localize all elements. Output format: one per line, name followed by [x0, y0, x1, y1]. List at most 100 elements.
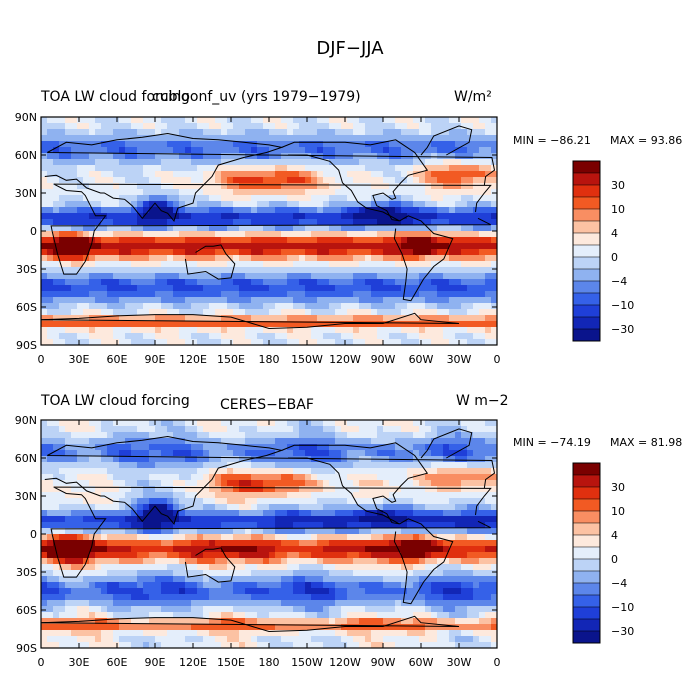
panel2-units: W m−2: [456, 393, 509, 409]
colorbar-swatch: [572, 558, 601, 572]
lon-tick-label: 120E: [179, 656, 207, 669]
colorbar-swatch: [572, 316, 601, 330]
coastlines: [40, 125, 496, 345]
panel2-max-label: MAX = 81.98: [610, 436, 683, 449]
lon-tick-label: 60E: [107, 353, 128, 366]
lon-tick-label: 60E: [107, 656, 128, 669]
colorbar-label: 10: [611, 203, 625, 216]
colorbar-swatch: [572, 244, 601, 258]
lon-tick-label: 120W: [329, 656, 361, 669]
lat-tick-label: 0: [30, 528, 37, 541]
colorbar-label: −4: [611, 275, 627, 288]
lat-tick-label: 90N: [15, 111, 37, 124]
lon-tick-label: 180: [259, 353, 280, 366]
lon-tick-label: 60W: [409, 353, 434, 366]
lon-tick-label: 0: [38, 656, 45, 669]
colorbar-label: −10: [611, 601, 634, 614]
lat-tick-label: 30S: [16, 263, 37, 276]
colorbar-label: −10: [611, 299, 634, 312]
colorbar-swatch: [572, 462, 601, 476]
colorbar-swatch: [572, 172, 601, 186]
lon-tick-label: 30E: [69, 656, 90, 669]
colorbar-label: −30: [611, 625, 634, 638]
colorbar-swatch: [572, 280, 601, 294]
coastlines: [40, 428, 496, 648]
colorbar-swatch: [572, 582, 601, 596]
panel1-left-title: TOA LW cloud forcing: [41, 89, 190, 105]
colorbar-swatch: [572, 630, 601, 644]
colorbar-swatch: [572, 474, 601, 488]
panel1-min-label: MIN = −86.21: [513, 134, 591, 147]
lon-tick-label: 30W: [447, 656, 472, 669]
panel2-case-title: CERES−EBAF: [220, 397, 314, 413]
colorbar-swatch: [572, 304, 601, 318]
colorbar-1: 30 10 4 0 −4 −10 −30: [572, 160, 634, 342]
lon-tick-label: 90W: [371, 656, 396, 669]
panel1-case-title: cubloonf_uv (yrs 1979−1979): [152, 89, 361, 105]
lat-tick-label: 60N: [15, 452, 37, 465]
colorbar-label: 10: [611, 505, 625, 518]
lon-tick-label: 150W: [291, 353, 323, 366]
panel2-min-label: MIN = −74.19: [513, 436, 591, 449]
colorbar-swatch: [572, 292, 601, 306]
main-title: DJF−JJA: [316, 38, 384, 59]
colorbar-swatch: [572, 534, 601, 548]
lon-tick-label: 60W: [409, 656, 434, 669]
lon-tick-label: 150E: [217, 656, 245, 669]
colorbar-swatch: [572, 546, 601, 560]
colorbar-label: 4: [611, 227, 618, 240]
colorbar-swatch: [572, 498, 601, 512]
colorbar-label: 0: [611, 251, 618, 264]
colorbar-swatch: [572, 570, 601, 584]
lat-tick-label: 0: [30, 225, 37, 238]
lat-tick-label: 60S: [16, 604, 37, 617]
colorbar-swatch: [572, 196, 601, 210]
colorbar-swatch: [572, 268, 601, 282]
lat-tick-label: 90N: [15, 414, 37, 427]
lon-tick-label: 180: [259, 656, 280, 669]
panel1-units: W/m²: [454, 89, 492, 105]
colorbar-label: 30: [611, 179, 625, 192]
lon-tick-label: 150W: [291, 656, 323, 669]
lon-tick-label: 30E: [69, 353, 90, 366]
lat-tick-label: 30S: [16, 566, 37, 579]
lon-tick-label: 90W: [371, 353, 396, 366]
colorbar-swatch: [572, 328, 601, 342]
lon-tick-label: 0: [494, 353, 501, 366]
lon-tick-label: 90E: [145, 656, 166, 669]
lon-tick-label: 90E: [145, 353, 166, 366]
colorbar-swatch: [572, 184, 601, 198]
colorbar-2: 30 10 4 0 −4 −10 −30: [572, 462, 634, 644]
lon-tick-label: 150E: [217, 353, 245, 366]
lon-tick-label: 0: [38, 353, 45, 366]
lat-tick-label: 90S: [16, 339, 37, 352]
colorbar-swatch: [572, 232, 601, 246]
colorbar-swatch: [572, 606, 601, 620]
colorbar-label: 0: [611, 553, 618, 566]
colorbar-swatch: [572, 522, 601, 536]
lon-tick-label: 120W: [329, 353, 361, 366]
colorbar-swatch: [572, 486, 601, 500]
lon-tick-label: 120E: [179, 353, 207, 366]
panel2-left-title: TOA LW cloud forcing: [41, 393, 190, 409]
lat-tick-label: 90S: [16, 642, 37, 655]
lat-tick-label: 30N: [15, 490, 37, 503]
colorbar-label: 4: [611, 529, 618, 542]
colorbar-label: −30: [611, 323, 634, 336]
colorbar-label: 30: [611, 481, 625, 494]
colorbar-swatch: [572, 618, 601, 632]
panel1-max-label: MAX = 93.86: [610, 134, 683, 147]
colorbar-swatch: [572, 220, 601, 234]
lon-tick-label: 0: [494, 656, 501, 669]
colorbar-swatch: [572, 594, 601, 608]
colorbar-label: −4: [611, 577, 627, 590]
colorbar-swatch: [572, 160, 601, 174]
colorbar-swatch: [572, 510, 601, 524]
colorbar-swatch: [572, 208, 601, 222]
lat-tick-label: 30N: [15, 187, 37, 200]
lat-tick-label: 60S: [16, 301, 37, 314]
lon-tick-label: 30W: [447, 353, 472, 366]
